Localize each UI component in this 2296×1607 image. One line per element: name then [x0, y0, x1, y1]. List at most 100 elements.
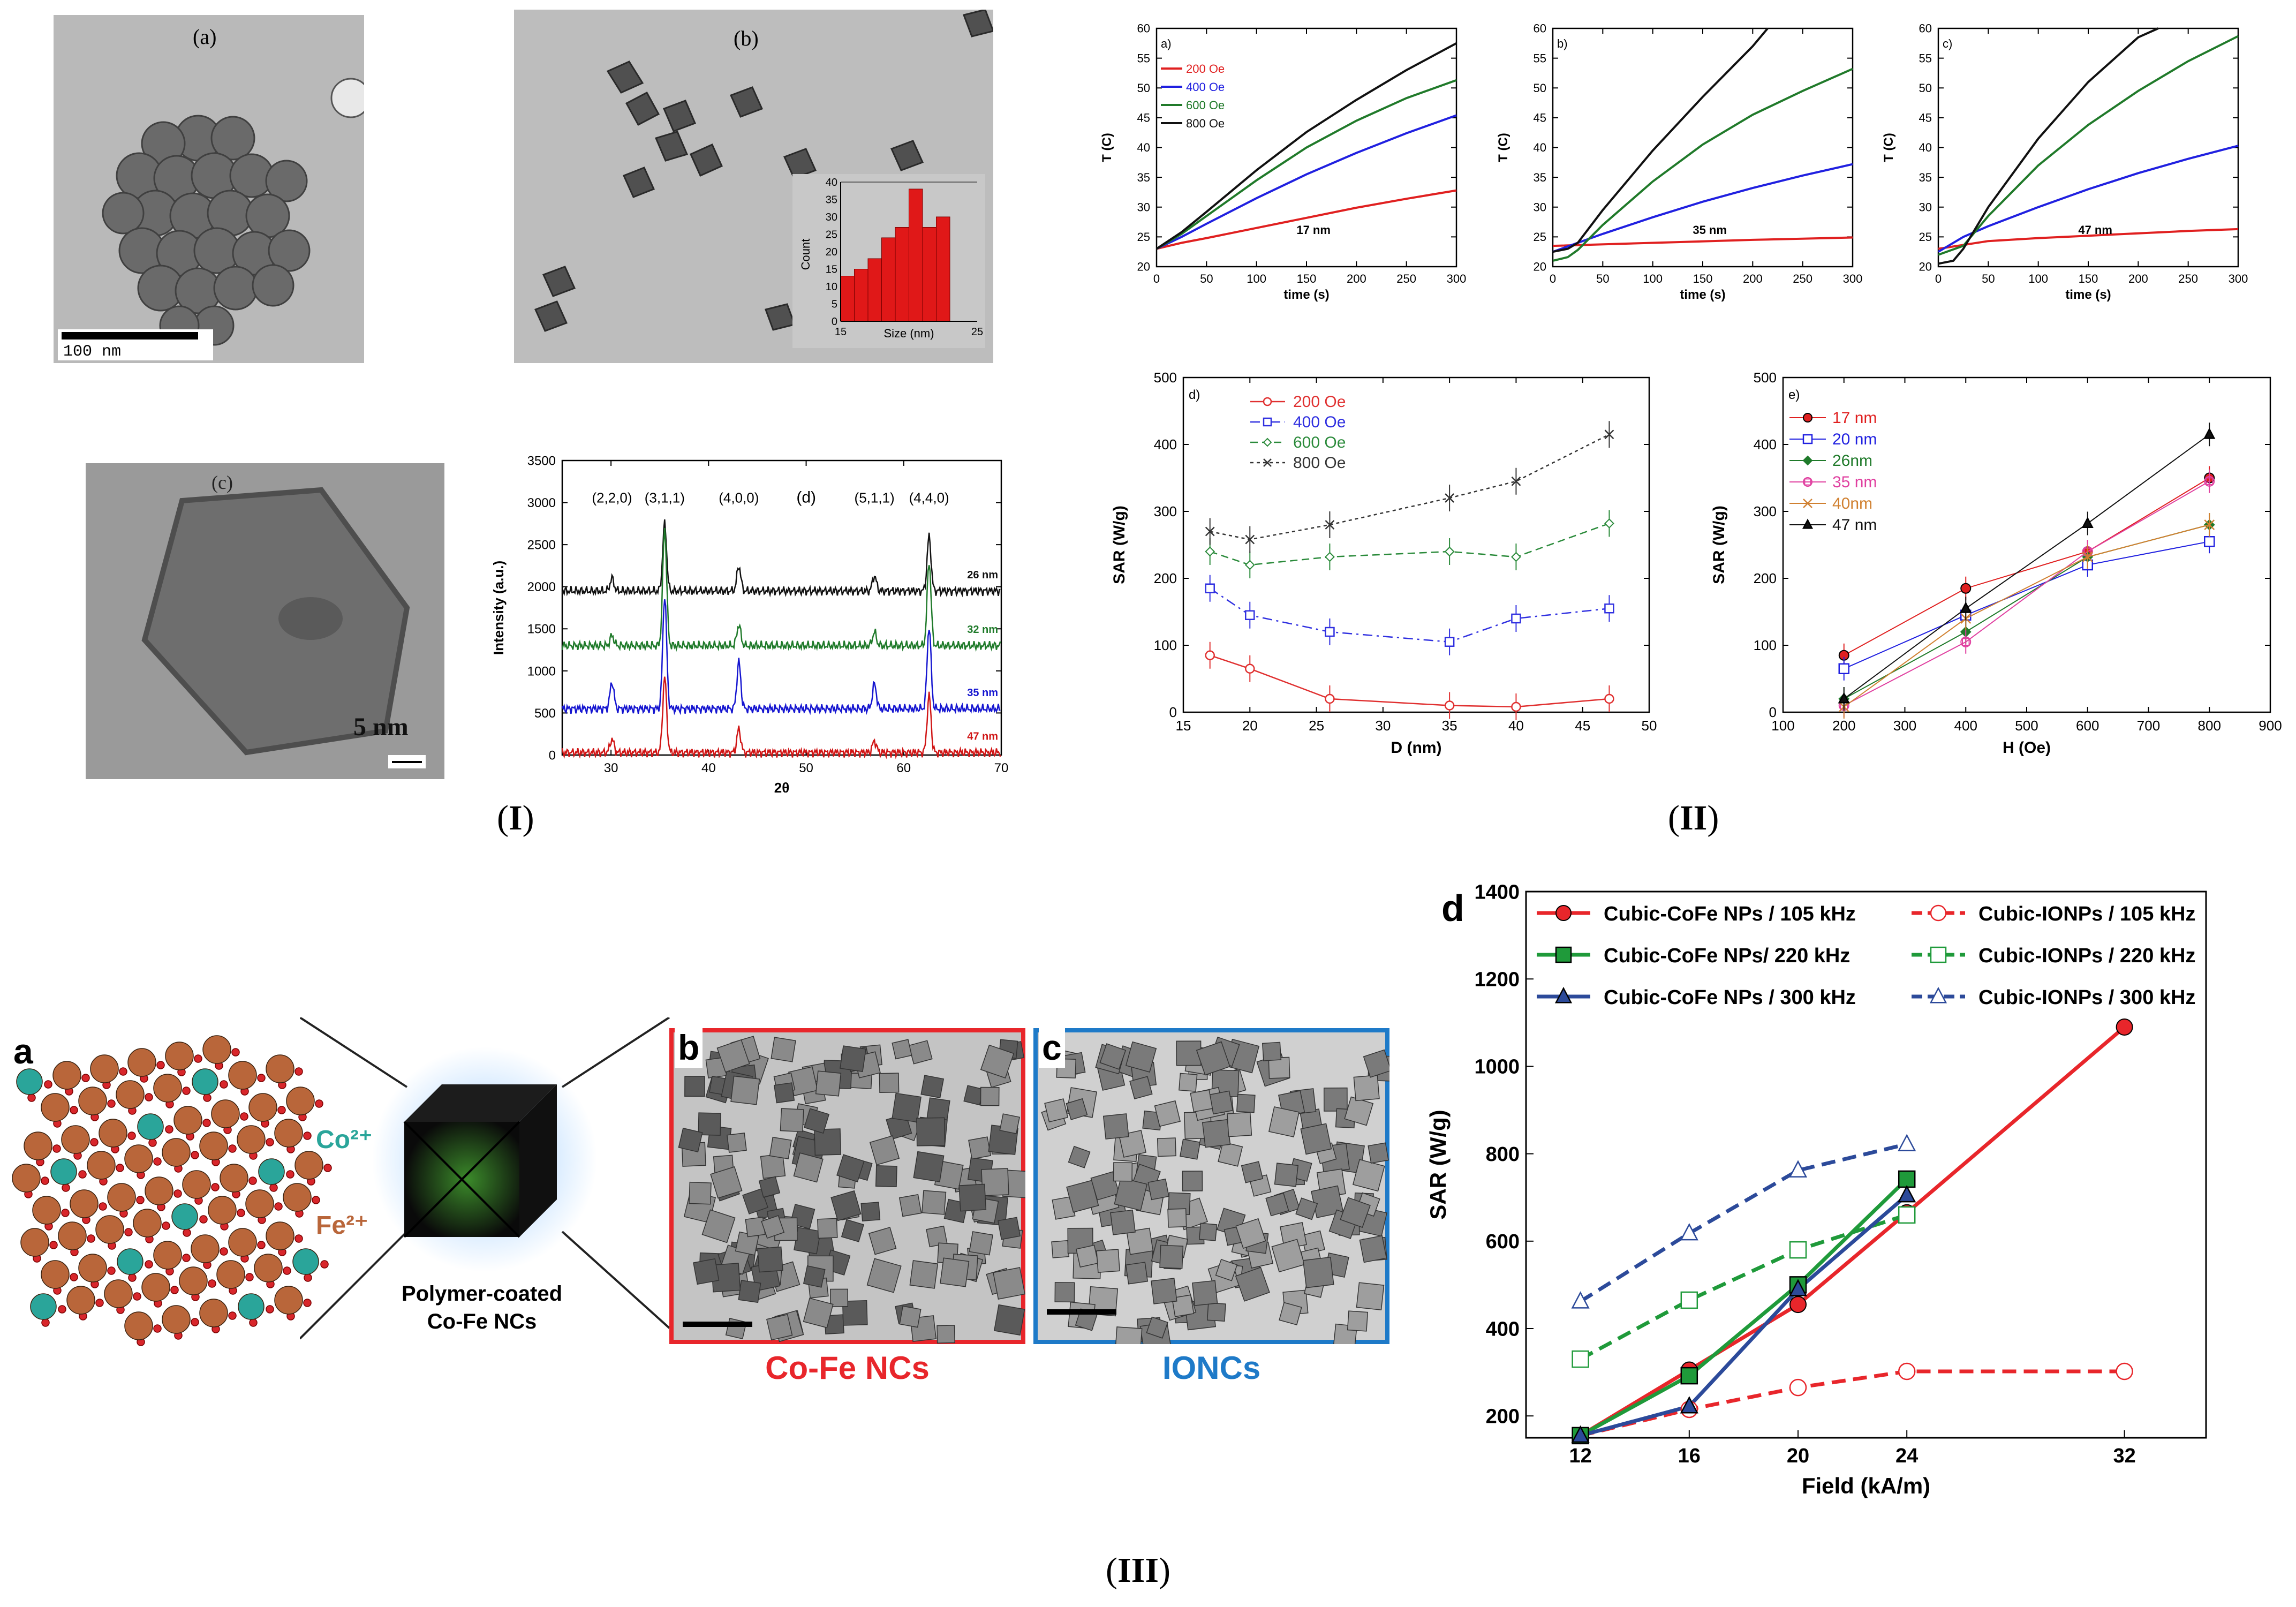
- iron-atom: [58, 1221, 87, 1250]
- nanocube: [793, 1152, 824, 1183]
- cobalt-atom: [117, 1248, 144, 1275]
- data-point: [2204, 476, 2215, 487]
- nanocube: [830, 1190, 862, 1221]
- nanocube: [1113, 1162, 1133, 1182]
- heating-curve: [1938, 228, 2239, 250]
- x-tick-label: 50: [799, 761, 813, 775]
- x-axis-label: 2θ: [774, 780, 790, 793]
- legend-label: Cubic-CoFe NPs / 300 kHz: [1604, 986, 1856, 1009]
- oxygen-atom: [78, 1170, 87, 1179]
- nanocube: [1114, 1177, 1148, 1211]
- x-axis-label: Field (kA/m): [1802, 1473, 1930, 1498]
- oxygen-atom: [49, 1241, 58, 1249]
- heating-chart-b: 0 50 100 150 200 250 300 20 25 30 35 40 45 50 55 60 time…: [1496, 22, 1862, 302]
- y-tick-label: 300: [1754, 503, 1777, 519]
- iron-atom: [286, 1087, 315, 1115]
- y-axis-label: SAR (W/g): [1425, 1110, 1451, 1219]
- iron-atom: [141, 1273, 170, 1302]
- x-tick-label: 15: [1176, 718, 1191, 734]
- legend-label: 47 nm: [1832, 516, 1877, 534]
- iron-atom: [78, 1254, 107, 1282]
- nanocube: [817, 1218, 838, 1239]
- nanocube: [1182, 1171, 1203, 1191]
- data-point: [1789, 1378, 1807, 1397]
- oxygen-atom: [257, 1074, 266, 1082]
- y-tick-label: 3500: [527, 454, 556, 468]
- peak-label: (4,4,0): [909, 490, 949, 506]
- oxygen-atom: [211, 1183, 220, 1191]
- nanocube: [980, 1087, 1000, 1106]
- data-point: [2204, 536, 2215, 547]
- iron-atom: [199, 1131, 228, 1160]
- oxygen-atom: [303, 1299, 312, 1307]
- y-tick-label: 45: [1534, 111, 1546, 125]
- panel-b-label: b: [675, 1027, 703, 1068]
- y-tick-label: 2000: [527, 580, 556, 594]
- section-label-II: (II): [1668, 798, 1719, 838]
- y-tick-label: 0: [832, 316, 837, 328]
- y-tick-label: 100: [1154, 637, 1177, 653]
- cobalt-atom: [30, 1293, 57, 1320]
- panel-label: d: [1441, 887, 1464, 929]
- x-axis-label: time (s): [1680, 288, 1725, 302]
- nanocube: [840, 1045, 866, 1072]
- x-tick-label: 0: [1550, 272, 1556, 285]
- peak-label: (5,1,1): [855, 490, 895, 506]
- oxygen-atom: [294, 1234, 303, 1243]
- oxygen-atom: [182, 1087, 191, 1095]
- legend-label: 800 Oe: [1186, 117, 1225, 130]
- heating-chart-a: 0 50 100 150 200 250 300 20 25 30 35 40 45 50 55 60 time…: [1100, 22, 1466, 302]
- nanocube: [769, 1136, 792, 1159]
- y-tick-label: 500: [1154, 369, 1177, 386]
- heating-curve: [1155, 79, 1457, 250]
- x-axis-label: time (s): [2065, 288, 2111, 302]
- nanocube: [1274, 1163, 1299, 1187]
- crystal-lattice: [12, 1035, 332, 1346]
- x-tick-label: 35: [1442, 718, 1457, 734]
- oxygen-atom: [237, 1209, 245, 1217]
- nanocube: [1179, 1073, 1198, 1092]
- histogram-bar: [867, 258, 882, 322]
- y-tick-label: 0: [1769, 704, 1777, 720]
- data-point: [1205, 650, 1215, 660]
- iron-atom: [237, 1125, 266, 1154]
- data-point: [1680, 1223, 1698, 1241]
- nanocube: [1099, 1043, 1127, 1070]
- nanocube: [693, 1258, 720, 1285]
- cobalt-atom: [171, 1203, 198, 1230]
- y-tick-label: 200: [1154, 570, 1177, 586]
- y-tick-label: 400: [1486, 1318, 1520, 1340]
- x-tick-label: 300: [2229, 272, 2248, 285]
- data-point: [1898, 1170, 1916, 1188]
- y-tick-label: 60: [1919, 22, 1932, 35]
- x-tick-label: 70: [994, 761, 1009, 775]
- oxygen-atom: [127, 1131, 136, 1140]
- iron-atom: [179, 1266, 208, 1295]
- oxygen-atom: [274, 1202, 283, 1211]
- series-line: [1579, 1213, 1908, 1361]
- heating-curve: [1156, 189, 1457, 250]
- data-point: [2203, 427, 2216, 439]
- x-tick-label: 200: [2128, 272, 2148, 285]
- data-point: [1245, 663, 1255, 674]
- nanocube: [1363, 1049, 1389, 1078]
- data-point: [1789, 1296, 1807, 1314]
- legend-label: Cubic-IONPs / 220 kHz: [1978, 945, 2195, 967]
- data-point: [1930, 946, 1947, 963]
- oxygen-atom: [52, 1144, 61, 1153]
- y-tick-label: 30: [1534, 200, 1546, 214]
- histogram-bar: [881, 237, 896, 322]
- iron-atom: [124, 1144, 153, 1173]
- iron-atom: [20, 1228, 49, 1257]
- y-tick-label: 800: [1486, 1143, 1520, 1166]
- legend-label: 35 nm: [1832, 473, 1877, 491]
- series-line: [1844, 524, 2210, 707]
- cobalt-atom: [16, 1068, 43, 1095]
- legend-label: 17 nm: [1832, 409, 1877, 427]
- data-point: [1325, 552, 1335, 562]
- y-tick-label: 1500: [527, 622, 556, 637]
- nanocube: [1340, 1197, 1371, 1228]
- nanocube: [1218, 1141, 1243, 1167]
- x-tick-label: 24: [1895, 1445, 1918, 1467]
- iron-atom: [202, 1035, 231, 1064]
